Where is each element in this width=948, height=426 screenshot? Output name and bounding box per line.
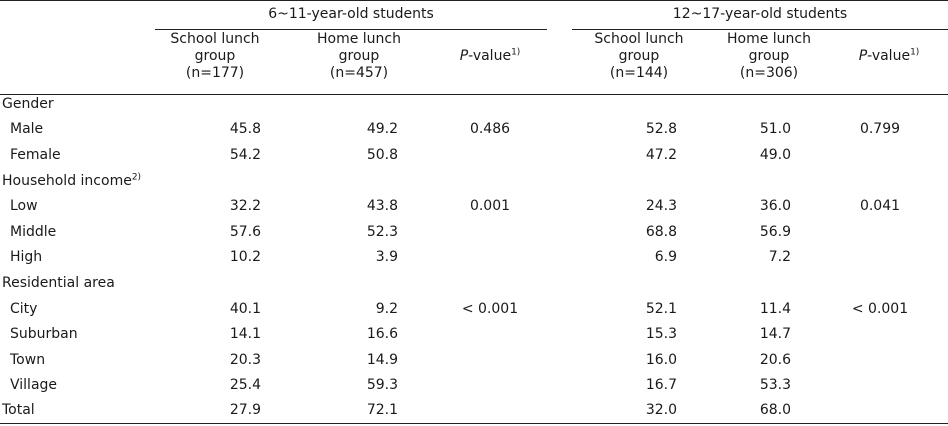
col-header-school-young: School lunch group (n=177) [165,31,265,82]
cell-pvalue-young: < 0.001 [461,301,519,317]
cell-pvalue-older: < 0.001 [851,301,909,317]
cell-home-lunch-older: 14.7 [759,326,791,342]
row-label: Village [10,377,58,393]
cell-school-lunch-older: 24.3 [645,198,677,214]
cell-school-lunch-young: 54.2 [229,147,261,163]
col-header-line: School lunch [170,31,260,47]
col-header-line: group [748,48,790,64]
cell-home-lunch-older: 68.0 [759,402,791,418]
cell-pvalue-young: 0.001 [469,198,511,214]
footnote-marker: 1) [511,47,521,58]
cell-school-lunch-young: 10.2 [229,249,261,265]
row-label: Female [10,147,61,163]
col-header-n: (n=177) [185,65,245,81]
cell-home-lunch-young: 52.3 [366,224,398,240]
cell-school-lunch-young: 27.9 [229,402,261,418]
cell-home-lunch-older: 11.4 [759,301,791,317]
row-label: Male [10,121,44,137]
col-header-n: (n=457) [329,65,389,81]
cell-home-lunch-older: 51.0 [759,121,791,137]
col-header-line: School lunch [594,31,684,47]
col-header-line: group [618,48,660,64]
cell-pvalue-young: 0.486 [469,121,511,137]
table-top-rule [0,0,948,1]
section-household-income: Household income2) [2,173,141,190]
cell-home-lunch-young: 43.8 [366,198,398,214]
cell-school-lunch-young: 57.6 [229,224,261,240]
group-header-older: 12~17-year-old students [672,6,848,22]
cell-school-lunch-older: 52.1 [645,301,677,317]
cell-school-lunch-young: 25.4 [229,377,261,393]
section-label: Household income [2,173,132,189]
pvalue-p: P [459,48,469,64]
cell-school-lunch-older: 16.0 [645,352,677,368]
cell-school-lunch-older: 47.2 [645,147,677,163]
cell-home-lunch-young: 9.2 [375,301,398,317]
cell-home-lunch-older: 36.0 [759,198,791,214]
col-header-n: (n=144) [609,65,669,81]
col-header-school-older: School lunch group (n=144) [589,31,689,82]
cell-school-lunch-young: 20.3 [229,352,261,368]
section-residential-area: Residential area [2,275,115,291]
cell-home-lunch-older: 49.0 [759,147,791,163]
cell-school-lunch-older: 15.3 [645,326,677,342]
cell-school-lunch-young: 32.2 [229,198,261,214]
cell-school-lunch-young: 14.1 [229,326,261,342]
section-gender: Gender [2,96,54,112]
cell-pvalue-older: 0.799 [859,121,901,137]
group-rule-older [572,29,948,30]
cell-home-lunch-older: 53.3 [759,377,791,393]
cell-home-lunch-older: 7.2 [768,249,791,265]
cell-home-lunch-young: 49.2 [366,121,398,137]
cell-school-lunch-young: 40.1 [229,301,261,317]
col-header-line: group [194,48,236,64]
col-header-line: Home lunch [317,31,401,47]
cell-home-lunch-young: 50.8 [366,147,398,163]
pvalue-text: -value [867,48,911,64]
group-rule-young [155,29,547,30]
col-header-pvalue-older: P-value1) [839,48,939,65]
cell-school-lunch-older: 52.8 [645,121,677,137]
col-header-line: group [338,48,380,64]
row-label: Total [2,402,35,418]
pvalue-p: P [858,48,868,64]
cell-school-lunch-older: 68.8 [645,224,677,240]
row-label: High [10,249,43,265]
cell-home-lunch-young: 72.1 [366,402,398,418]
table-bottom-rule [0,423,948,424]
cell-pvalue-older: 0.041 [859,198,901,214]
cell-school-lunch-older: 6.9 [654,249,677,265]
cell-home-lunch-young: 3.9 [375,249,398,265]
row-label: Town [10,352,46,368]
cell-school-lunch-older: 32.0 [645,402,677,418]
cell-home-lunch-older: 20.6 [759,352,791,368]
footnote-marker: 1) [910,47,920,58]
row-label: Suburban [10,326,78,342]
row-label: Middle [10,224,57,240]
row-label: Low [10,198,38,214]
row-label: City [10,301,38,317]
col-header-pvalue-young: P-value1) [440,48,540,65]
cell-home-lunch-young: 59.3 [366,377,398,393]
cell-home-lunch-young: 14.9 [366,352,398,368]
col-header-n: (n=306) [739,65,799,81]
cell-home-lunch-older: 56.9 [759,224,791,240]
col-header-home-older: Home lunch group (n=306) [719,31,819,82]
group-header-young: 6~11-year-old students [268,6,434,22]
cell-school-lunch-older: 16.7 [645,377,677,393]
cell-school-lunch-young: 45.8 [229,121,261,137]
header-bottom-rule [0,94,948,95]
col-header-home-young: Home lunch group (n=457) [309,31,409,82]
footnote-marker: 2) [131,172,142,183]
cell-home-lunch-young: 16.6 [366,326,398,342]
col-header-line: Home lunch [727,31,811,47]
pvalue-text: -value [468,48,512,64]
